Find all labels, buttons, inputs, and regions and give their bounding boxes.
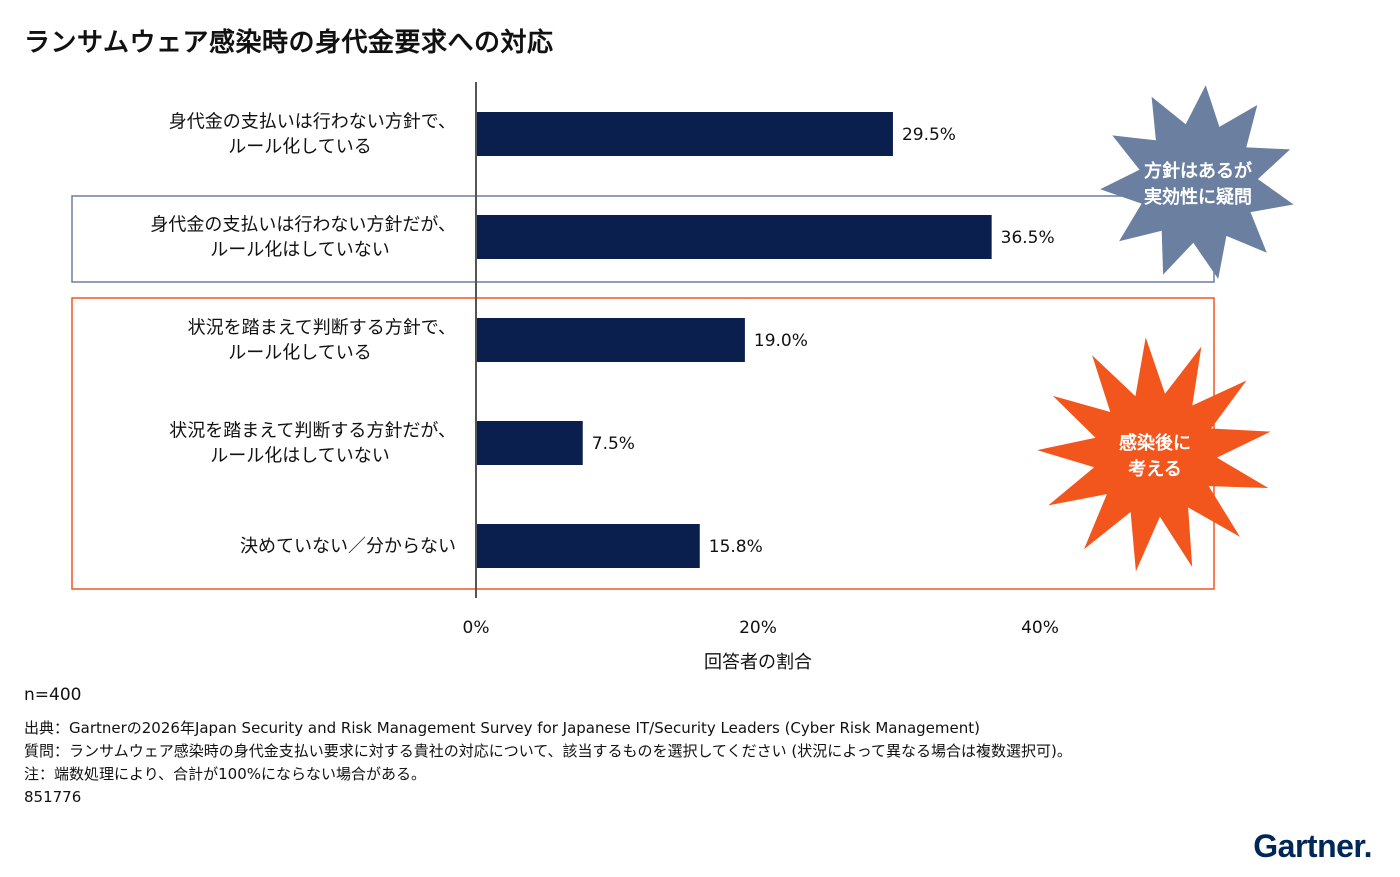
rounding-note: 注：端数処理により、合計が100%にならない場合がある。 <box>24 765 426 783</box>
document-id: 851776 <box>24 788 82 806</box>
source-note: 出典：Gartnerの2026年Japan Security and Risk … <box>24 719 980 737</box>
data-label-2: 19.0% <box>754 331 808 351</box>
chart-footer: n=400 出典：Gartnerの2026年Japan Security and… <box>24 684 1072 809</box>
annotation-burst-1 <box>1037 337 1271 572</box>
annotation-text-1-0: 感染後に <box>1119 432 1191 454</box>
annotation-text-0-1: 実効性に疑問 <box>1144 186 1252 208</box>
bar-chart: 29.5% 身代金の支払いは行わない方針で、ルール化している 36.5% 身代金の支払… <box>71 82 1294 673</box>
chart-title: ランサムウェア感染時の身代金要求への対応 <box>24 28 554 58</box>
category-label-0-1: ルール化している <box>228 137 371 158</box>
bar-4 <box>477 524 700 568</box>
x-tick-label-1: 20% <box>739 618 777 638</box>
x-tick-label-2: 40% <box>1021 618 1059 638</box>
data-label-1: 36.5% <box>1001 228 1055 248</box>
x-tick-label-0: 0% <box>463 618 490 638</box>
category-label-2-0: 状況を踏まえて判断する方針で、 <box>188 318 456 339</box>
bar-3 <box>477 421 583 465</box>
category-label-1-1: ルール化はしていない <box>210 240 389 261</box>
category-label-3-1: ルール化はしていない <box>210 446 389 467</box>
bar-0 <box>477 112 893 156</box>
bar-1 <box>477 215 992 259</box>
logo-text: Gartner <box>1253 828 1364 864</box>
sample-size: n=400 <box>24 685 82 705</box>
x-axis-label: 回答者の割合 <box>704 652 812 673</box>
category-label-2-1: ルール化している <box>228 343 371 364</box>
category-label-0-0: 身代金の支払いは行わない方針で、 <box>169 112 456 133</box>
gartner-logo: Gartner. <box>1253 828 1372 865</box>
annotation-burst-0 <box>1100 85 1294 279</box>
logo-mark: . <box>1363 828 1373 864</box>
data-label-4: 15.8% <box>709 537 763 557</box>
question-note: 質問：ランサムウェア感染時の身代金支払い要求に対する貴社の対応について、該当する… <box>24 742 1072 760</box>
data-label-3: 7.5% <box>592 434 635 454</box>
annotation-text-1-1: 考える <box>1128 458 1181 480</box>
data-label-0: 29.5% <box>902 125 956 145</box>
bar-2 <box>477 318 745 362</box>
annotation-text-0-0: 方針はあるが <box>1144 160 1252 182</box>
category-label-3-0: 状況を踏まえて判断する方針だが、 <box>169 421 456 442</box>
category-label-4-0: 決めていない／分からない <box>240 536 456 557</box>
category-label-1-0: 身代金の支払いは行わない方針だが、 <box>150 215 456 236</box>
